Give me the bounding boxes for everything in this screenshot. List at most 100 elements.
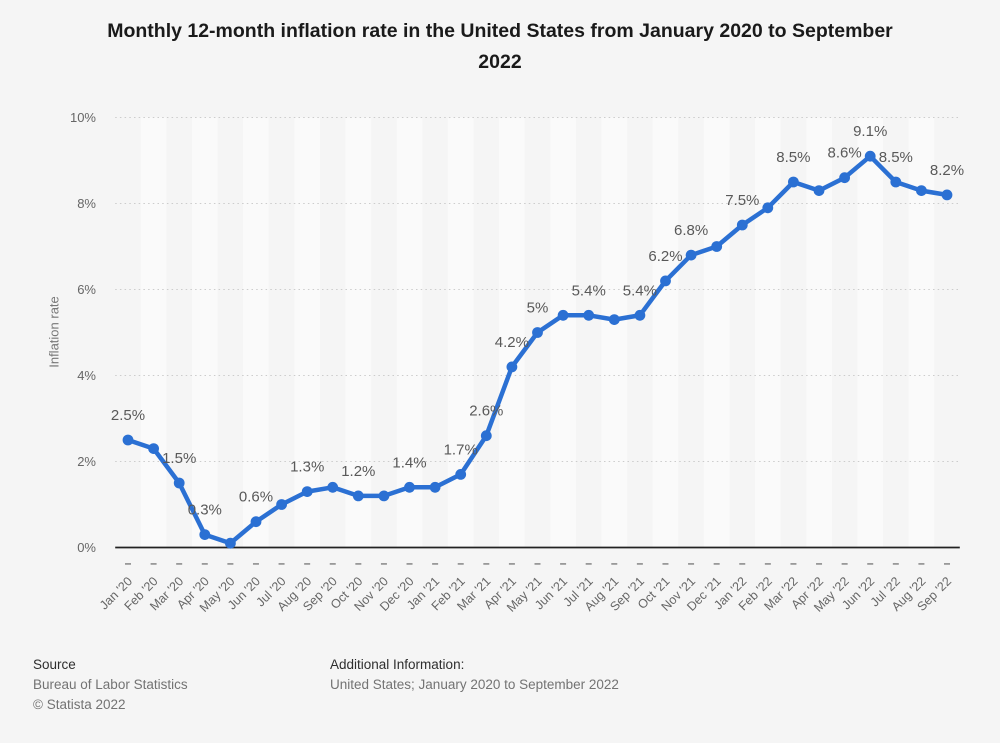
chart-title-line1: Monthly 12-month inflation rate in the U… — [107, 20, 893, 42]
data-point[interactable] — [634, 309, 646, 321]
data-point[interactable] — [301, 486, 313, 497]
axis-tick — [636, 563, 643, 565]
data-point-label: 0.6% — [239, 489, 273, 506]
axis-tick — [227, 563, 234, 565]
column-band — [652, 117, 679, 548]
axis-tick — [176, 563, 183, 565]
data-point-label: 2.5% — [111, 407, 145, 424]
data-point-label: 5.4% — [572, 282, 606, 299]
data-point-label: 1.7% — [444, 441, 478, 458]
axis-tick — [867, 563, 874, 565]
axis-tick — [432, 563, 439, 565]
data-point-label: 1.2% — [341, 463, 375, 480]
axis-tick — [124, 563, 131, 565]
data-point[interactable] — [506, 361, 518, 373]
y-axis-tick-label: 6% — [77, 282, 96, 297]
data-point[interactable] — [916, 185, 927, 197]
data-point[interactable] — [225, 537, 236, 549]
y-axis-tick-label: 10% — [70, 110, 96, 125]
data-point[interactable] — [583, 309, 595, 321]
data-point[interactable] — [199, 529, 211, 540]
y-axis-tick-label: 8% — [77, 196, 96, 211]
axis-tick — [329, 563, 336, 565]
axis-tick — [944, 563, 951, 565]
data-point[interactable] — [148, 443, 160, 454]
column-band — [243, 117, 269, 548]
data-point[interactable] — [173, 477, 185, 489]
data-point[interactable] — [736, 219, 748, 231]
axis-tick — [560, 563, 567, 565]
data-point[interactable] — [711, 241, 723, 252]
data-point[interactable] — [608, 314, 620, 325]
data-point-label: 6.8% — [674, 222, 708, 239]
data-point[interactable] — [839, 172, 850, 184]
data-point[interactable] — [864, 150, 876, 162]
column-band — [755, 117, 781, 548]
data-point[interactable] — [941, 189, 953, 201]
statista-copyright: © Statista 2022 — [33, 697, 126, 712]
data-point[interactable] — [276, 499, 287, 510]
column-band — [703, 117, 730, 548]
data-point[interactable] — [429, 481, 441, 493]
data-point[interactable] — [685, 249, 697, 261]
column-band — [908, 117, 935, 548]
data-point[interactable] — [532, 327, 543, 338]
axis-tick — [278, 563, 285, 565]
column-band — [550, 117, 576, 548]
axis-tick — [816, 563, 823, 565]
data-point-label: 4.2% — [495, 334, 529, 351]
axis-tick — [304, 563, 311, 565]
axis-tick — [739, 563, 746, 565]
axis-tick — [611, 563, 618, 565]
column-band — [140, 117, 167, 548]
data-point[interactable] — [762, 202, 774, 214]
source-block: Source Bureau of Labor Statistics © Stat… — [33, 655, 188, 715]
axis-tick — [457, 563, 464, 565]
data-point[interactable] — [378, 490, 390, 502]
axis-tick — [713, 563, 720, 565]
data-point[interactable] — [455, 469, 467, 480]
data-point-label: 0.3% — [188, 502, 222, 519]
column-band — [191, 117, 218, 548]
data-point-label: 7.5% — [725, 192, 759, 209]
column-band — [857, 117, 884, 548]
source-name: Bureau of Labor Statistics — [33, 677, 188, 692]
axis-tick — [150, 563, 157, 565]
additional-information-heading: Additional Information: — [330, 657, 465, 672]
column-band — [345, 117, 372, 548]
data-point-label: 8.2% — [930, 162, 964, 179]
axis-tick — [841, 563, 848, 565]
source-heading: Source — [33, 657, 76, 672]
axis-tick — [406, 563, 413, 565]
axis-tick — [688, 563, 695, 565]
chart-title: Monthly 12-month inflation rate in the U… — [0, 16, 1000, 78]
data-point[interactable] — [327, 481, 339, 493]
column-band — [294, 117, 320, 548]
data-point[interactable] — [480, 430, 492, 442]
data-point[interactable] — [813, 185, 825, 197]
data-point[interactable] — [788, 176, 799, 188]
column-band — [396, 117, 423, 548]
axis-tick — [662, 563, 669, 565]
column-band — [499, 117, 525, 548]
data-point[interactable] — [660, 275, 671, 287]
axis-tick — [252, 563, 259, 565]
data-point[interactable] — [404, 481, 415, 493]
data-point-label: 8.5% — [776, 149, 810, 166]
data-point[interactable] — [557, 309, 569, 321]
data-point[interactable] — [122, 434, 134, 446]
data-point-label: 2.6% — [469, 403, 503, 420]
data-point[interactable] — [352, 490, 364, 502]
data-point-label: 5.4% — [623, 282, 657, 299]
data-point[interactable] — [890, 176, 902, 188]
data-point-label: 5% — [527, 300, 549, 317]
y-axis-tick-label: 2% — [77, 454, 96, 469]
data-point[interactable] — [250, 516, 262, 528]
y-axis-tick-label: 4% — [77, 368, 96, 383]
column-band — [447, 117, 474, 548]
additional-information-block: Additional Information: United States; J… — [330, 655, 619, 695]
data-point-label: 1.5% — [162, 450, 196, 467]
axis-tick — [483, 563, 490, 565]
